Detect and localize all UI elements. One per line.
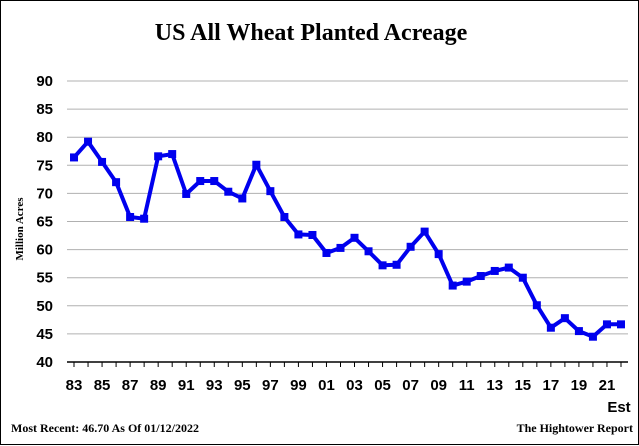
data-point [294,230,303,239]
data-point [168,150,177,159]
data-point [126,213,135,222]
y-tick-label: 60 [36,242,53,259]
data-point [546,323,555,332]
x-tick-label: 11 [459,377,475,394]
data-point [70,153,79,162]
data-point [322,248,331,257]
x-tick-label: 97 [262,377,279,394]
chart-title: US All Wheat Planted Acreage [155,20,468,46]
data-point [378,261,387,270]
footer-most-recent: Most Recent: 46.70 As Of 01/12/2022 [11,421,199,435]
x-tick-label: 95 [234,377,251,394]
data-point [574,327,583,336]
data-point [364,247,373,256]
footer-source: The Hightower Report [517,421,633,435]
y-axis-label: Million Acres [14,197,26,261]
data-point [196,177,205,186]
data-point [490,266,499,275]
x-tick-label: 09 [430,377,447,394]
y-tick-label: 55 [36,270,53,287]
y-tick-label: 50 [36,298,53,315]
data-point [266,187,275,196]
x-tick-label: 89 [150,377,167,394]
data-point [350,233,359,242]
data-point [154,152,163,161]
x-tick-label: 17 [543,377,560,394]
data-point [210,177,219,186]
x-tick-label: 13 [486,377,503,394]
data-point [406,242,415,251]
x-tick-label: 85 [94,377,111,394]
x-axis-ticks: 83 85 87 89 91 93 95 97 99 01 03 05 07 09 11 13 15 17 19 21 [66,362,622,394]
y-tick-label: 65 [36,214,53,231]
data-point [476,272,485,281]
y-tick-label: 85 [36,101,53,118]
x-tick-label: 01 [318,377,335,394]
x-tick-label: 21 [599,377,616,394]
x-tick-label: 15 [514,377,531,394]
data-point [224,187,233,196]
gridlines [67,80,628,363]
data-point [182,189,191,198]
data-point [532,301,541,310]
data-point [238,194,247,203]
data-point [140,214,149,223]
data-point [308,230,317,239]
y-tick-label: 80 [36,129,53,146]
x-tick-label: 87 [122,377,139,394]
data-point [588,332,597,341]
data-point [560,314,569,323]
data-point [98,157,107,166]
y-tick-label: 75 [36,157,53,174]
x-tick-label: 07 [402,377,419,394]
data-point [392,260,401,269]
data-point [448,281,457,290]
data-point [84,137,93,146]
x-tick-label: 05 [374,377,391,394]
data-point [504,263,513,272]
series-group [70,137,625,341]
y-axis-ticks: 40 45 50 55 60 65 70 75 80 85 90 [36,73,53,371]
data-point [518,273,527,282]
y-tick-label: 70 [36,185,53,202]
y-tick-label: 40 [36,354,53,371]
data-point [336,243,345,252]
x-tick-label: 03 [346,377,363,394]
x-tick-label: 19 [571,377,588,394]
data-point [112,178,121,187]
series-line [72,139,621,339]
x-tick-label: 99 [290,377,307,394]
x-tick-label: 91 [178,377,195,394]
y-tick-label: 90 [36,73,53,90]
data-point [420,227,429,236]
data-point [280,213,289,222]
data-point [602,320,611,329]
y-tick-label: 45 [36,326,53,343]
x-tick-label: 93 [206,377,223,394]
data-point [462,277,471,286]
data-point [616,320,625,329]
data-point [252,160,261,169]
x-tick-label: 83 [66,377,83,394]
data-point [434,250,443,259]
x-axis-est-label: Est [607,399,630,416]
